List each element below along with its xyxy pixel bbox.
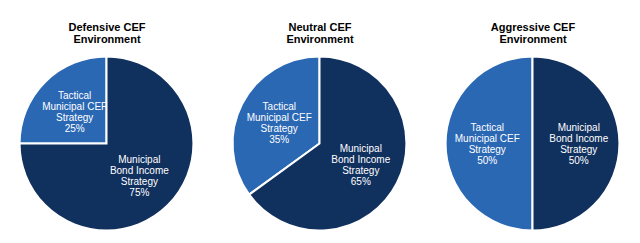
svg-text:MunicipalBond IncomeStrategy50: MunicipalBond IncomeStrategy50% xyxy=(549,122,608,166)
svg-text:Neutral CEFEnvironment: Neutral CEFEnvironment xyxy=(286,21,354,45)
svg-text:Aggressive CEFEnvironment: Aggressive CEFEnvironment xyxy=(491,21,576,45)
svg-text:TacticalMunicipal CEFStrategy5: TacticalMunicipal CEFStrategy50% xyxy=(455,122,520,166)
svg-text:TacticalMunicipal CEFStrategy2: TacticalMunicipal CEFStrategy25% xyxy=(42,90,107,134)
svg-text:MunicipalBond IncomeStrategy65: MunicipalBond IncomeStrategy65% xyxy=(331,143,390,187)
svg-text:Defensive CEFEnvironment: Defensive CEFEnvironment xyxy=(68,21,145,45)
svg-text:MunicipalBond IncomeStrategy75: MunicipalBond IncomeStrategy75% xyxy=(110,154,169,198)
svg-text:TacticalMunicipal CEFStrategy3: TacticalMunicipal CEFStrategy35% xyxy=(247,101,312,145)
